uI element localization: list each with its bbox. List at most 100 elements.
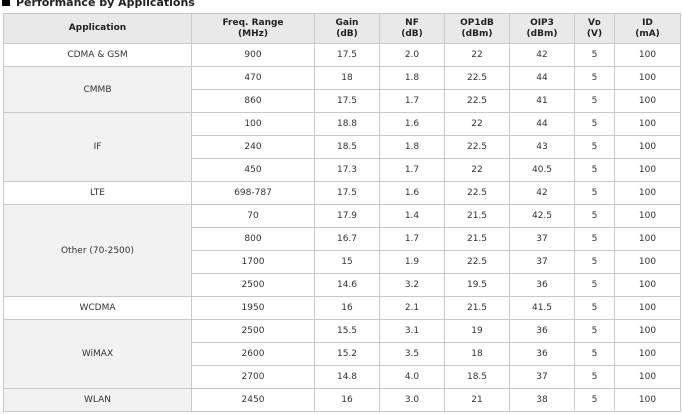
op1db-cell: 22: [444, 158, 510, 182]
vd-cell: 5: [574, 204, 615, 228]
freq-range-cell: 1700: [191, 250, 315, 274]
freq-range-cell: 1950: [191, 296, 315, 320]
column-header-nf-line: (dB): [401, 28, 423, 39]
nf-cell: 1.4: [379, 204, 445, 228]
vd-cell: 5: [574, 135, 615, 159]
op1db-cell: 22: [444, 112, 510, 136]
column-header-id-line: ID: [642, 17, 653, 28]
table-row: 2600 15.2 3.5 18 36 5 100: [4, 342, 681, 366]
nf-cell: 1.7: [379, 158, 445, 182]
id-cell: 100: [614, 89, 681, 113]
table-row: 800 16.7 1.7 21.5 37 5 100: [4, 227, 681, 251]
gain-cell: 15.5: [314, 319, 380, 343]
id-cell: 100: [614, 342, 681, 366]
gain-cell: 17.3: [314, 158, 380, 182]
op1db-cell: 19.5: [444, 273, 510, 297]
op1db-cell: 21: [444, 388, 510, 412]
section-title-text: Performance by Applications: [16, 0, 195, 9]
table-row: 2700 14.8 4.0 18.5 37 5 100: [4, 365, 681, 389]
table-body: CDMA & GSM 900 17.5 2.0 22 42 5 100 CMMB 470 18 1.8…: [3, 43, 681, 412]
oip3-cell: 42: [509, 181, 575, 205]
nf-cell: 4.0: [379, 365, 445, 389]
gain-cell: 17.5: [314, 43, 380, 67]
oip3-cell: 37: [509, 365, 575, 389]
freq-range-cell: 470: [191, 66, 315, 90]
vd-cell: 5: [574, 388, 615, 412]
table-row: WLAN 2450 16 3.0 21 38 5 100: [3, 388, 681, 412]
op1db-cell: 22.5: [444, 66, 510, 90]
vd-cell: 5: [574, 342, 615, 366]
id-cell: 100: [614, 227, 681, 251]
op1db-cell: 18: [444, 342, 510, 366]
id-cell: 100: [614, 158, 681, 182]
column-header-gain-line: (dB): [336, 28, 358, 39]
vd-cell: 5: [574, 181, 615, 205]
oip3-cell: 41: [509, 89, 575, 113]
id-cell: 100: [614, 43, 681, 67]
table-row: CMMB 470 18 1.8 22.5 44 5 100: [3, 66, 681, 113]
freq-range-cell: 2450: [191, 388, 315, 412]
section-title: Performance by Applications: [2, 0, 195, 9]
vd-cell: 5: [574, 158, 615, 182]
oip3-cell: 36: [509, 273, 575, 297]
gain-cell: 16: [314, 296, 380, 320]
performance-table: Application Freq. Range (MHz) Gain (dB) NF (dB…: [3, 13, 681, 412]
oip3-cell: 37: [509, 227, 575, 251]
column-header-freq-range-line: (MHz): [238, 28, 268, 39]
id-cell: 100: [614, 319, 681, 343]
column-header-oip3-line: OIP3: [530, 17, 554, 28]
op1db-cell: 22: [444, 43, 510, 67]
column-header-op1db-line: (dBm): [461, 28, 493, 39]
column-header-id: ID (mA): [614, 13, 681, 44]
vd-cell: 5: [574, 319, 615, 343]
gain-cell: 16: [314, 388, 380, 412]
freq-range-cell: 900: [191, 43, 315, 67]
freq-range-cell: 2500: [191, 273, 315, 297]
gain-cell: 17.5: [314, 89, 380, 113]
nf-cell: 3.0: [379, 388, 445, 412]
op1db-cell: 22.5: [444, 135, 510, 159]
column-header-nf: NF (dB): [379, 13, 445, 44]
freq-range-cell: 2500: [191, 319, 315, 343]
id-cell: 100: [614, 204, 681, 228]
column-header-gain-line: Gain: [335, 17, 359, 28]
oip3-cell: 40.5: [509, 158, 575, 182]
oip3-cell: 44: [509, 112, 575, 136]
gain-cell: 18.5: [314, 135, 380, 159]
oip3-cell: 36: [509, 342, 575, 366]
column-header-freq-range-line: Freq. Range: [222, 17, 284, 28]
oip3-cell: 38: [509, 388, 575, 412]
gain-cell: 15.2: [314, 342, 380, 366]
nf-cell: 2.0: [379, 43, 445, 67]
nf-cell: 1.9: [379, 250, 445, 274]
op1db-cell: 19: [444, 319, 510, 343]
op1db-cell: 22.5: [444, 250, 510, 274]
freq-range-cell: 2700: [191, 365, 315, 389]
oip3-cell: 42: [509, 43, 575, 67]
nf-cell: 2.1: [379, 296, 445, 320]
id-cell: 100: [614, 273, 681, 297]
application-cell: WCDMA: [3, 296, 192, 320]
column-header-op1db-line: OP1dB: [460, 17, 494, 28]
id-cell: 100: [614, 388, 681, 412]
gain-cell: 17.9: [314, 204, 380, 228]
vd-cell: 5: [574, 89, 615, 113]
application-cell: Other (70-2500): [3, 204, 192, 297]
freq-range-cell: 800: [191, 227, 315, 251]
vd-cell: 5: [574, 227, 615, 251]
nf-cell: 3.1: [379, 319, 445, 343]
id-cell: 100: [614, 135, 681, 159]
freq-range-cell: 2600: [191, 342, 315, 366]
table-row: IF 100 18.8 1.6 22 44 5 100: [3, 112, 681, 182]
gain-cell: 17.5: [314, 181, 380, 205]
table-row: Other (70-2500) 70 17.9 1.4 21.5 42.5 5 100: [3, 204, 681, 297]
gain-cell: 15: [314, 250, 380, 274]
op1db-cell: 22.5: [444, 89, 510, 113]
nf-cell: 1.7: [379, 89, 445, 113]
freq-range-cell: 240: [191, 135, 315, 159]
freq-range-cell: 70: [191, 204, 315, 228]
vd-cell: 5: [574, 296, 615, 320]
table-row: CDMA & GSM 900 17.5 2.0 22 42 5 100: [3, 43, 681, 67]
column-header-oip3-line: (dBm): [526, 28, 558, 39]
op1db-cell: 21.5: [444, 227, 510, 251]
